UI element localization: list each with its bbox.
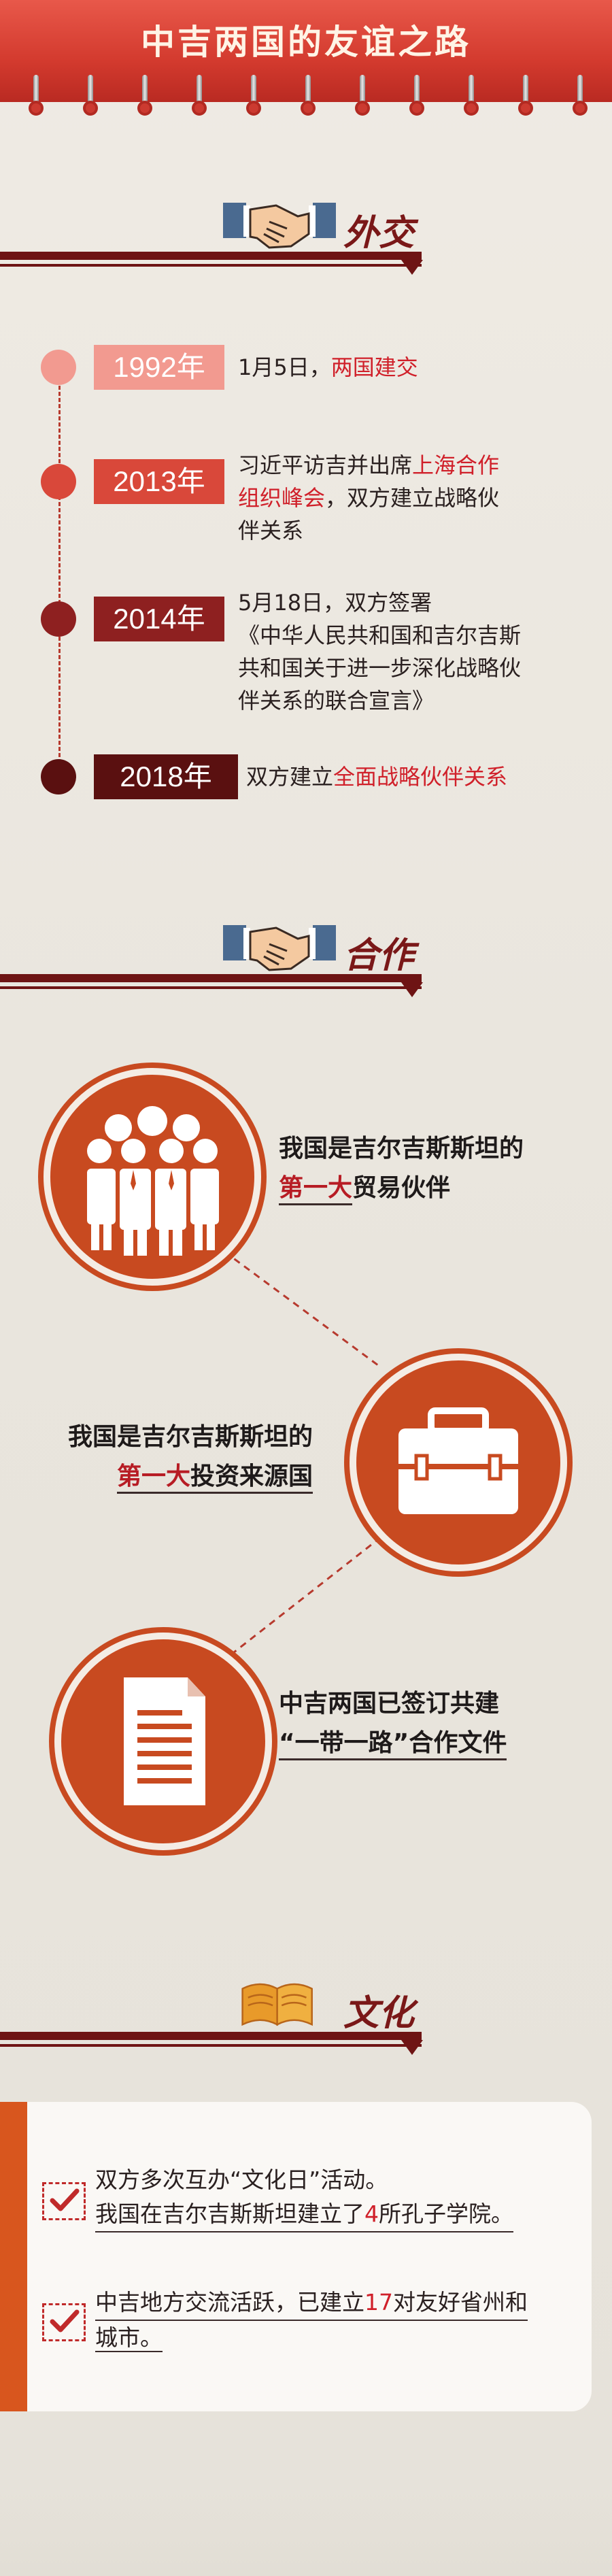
binder-ring-icon: [573, 75, 588, 120]
binder-ring-icon: [192, 75, 207, 120]
section-label: 合作: [343, 935, 415, 976]
divider: [0, 264, 422, 267]
timeline-year: 2014年: [94, 597, 224, 641]
handshake-icon: [223, 925, 336, 971]
divider-arrow: [401, 982, 423, 997]
divider-arrow: [401, 260, 423, 275]
timeline-text: 习近平访吉并出席上海合作 组织峰会，双方建立战略伙 伴关系: [238, 452, 500, 543]
culture-card: [0, 2102, 592, 2411]
binder-ring-icon: [246, 75, 261, 120]
timeline-text: 1月5日，两国建交: [238, 354, 418, 380]
handshake-icon: [223, 203, 336, 249]
divider-arrow: [401, 2040, 423, 2055]
document-icon: [124, 1677, 205, 1805]
divider: [0, 2044, 422, 2047]
binder-ring-icon: [518, 75, 533, 120]
section-label: 外交: [343, 213, 415, 254]
checkbox-icon: [42, 2303, 86, 2341]
binder-ring-icon: [355, 75, 370, 120]
people-circle: [44, 1068, 261, 1286]
section-label: 文化: [343, 1993, 415, 2034]
timeline-dot: [41, 601, 76, 637]
culture-text-1: 双方多次互办“文化日”活动。 我国在吉尔吉斯斯坦建立了4所孔子学院。: [95, 2163, 585, 2232]
section-heading-culture: 文化: [0, 1969, 612, 2055]
divider: [0, 986, 422, 989]
section-heading-diplomacy: 外交: [0, 189, 612, 275]
section-heading-cooperation: 合作: [0, 911, 612, 997]
timeline-text: 双方建立全面战略伙伴关系: [246, 764, 508, 790]
culture-accent-stripe: [0, 2102, 27, 2411]
binder-ring-icon: [464, 75, 479, 120]
divider: [0, 252, 422, 260]
divider: [0, 974, 422, 982]
timeline-year: 1992年: [94, 345, 224, 390]
footer-fade: [0, 2483, 612, 2576]
calendar-rings: [0, 75, 612, 129]
connector-lines: [224, 1250, 381, 1661]
checkbox-icon: [42, 2182, 86, 2220]
cooperation-text-1: 我国是吉尔吉斯斯坦的 第一大贸易伙伴: [279, 1129, 524, 1208]
timeline-text: 5月18日，双方签署 《中华人民共和国和吉尔吉斯 共和国关于进一步深化战略伙 伴…: [238, 590, 522, 714]
timeline-year: 2013年: [94, 459, 224, 504]
page-title: 中吉两国的友谊之路: [141, 22, 471, 62]
timeline-dot: [41, 464, 76, 499]
binder-ring-icon: [301, 75, 316, 120]
timeline-line: [58, 367, 61, 775]
book-icon: [241, 1983, 313, 2026]
binder-ring-icon: [137, 75, 152, 120]
people-icon: [87, 1106, 219, 1256]
timeline-dot: [41, 350, 76, 385]
binder-ring-icon: [409, 75, 424, 120]
timeline-year: 2018年: [94, 754, 238, 799]
document-circle: [54, 1633, 272, 1850]
cooperation-text-3: 中吉两国已签订共建 “一带一路”合作文件: [279, 1684, 507, 1763]
culture-text-2: 中吉地方交流活跃，已建立17对友好省州和 城市。: [95, 2286, 585, 2355]
briefcase-circle: [350, 1354, 567, 1571]
divider: [0, 2032, 422, 2040]
briefcase-icon: [398, 1407, 518, 1514]
binder-ring-icon: [83, 75, 98, 120]
cooperation-text-2: 我国是吉尔吉斯斯坦的 第一大投资来源国: [27, 1418, 313, 1496]
timeline-dot: [41, 759, 76, 794]
binder-ring-icon: [29, 75, 44, 120]
